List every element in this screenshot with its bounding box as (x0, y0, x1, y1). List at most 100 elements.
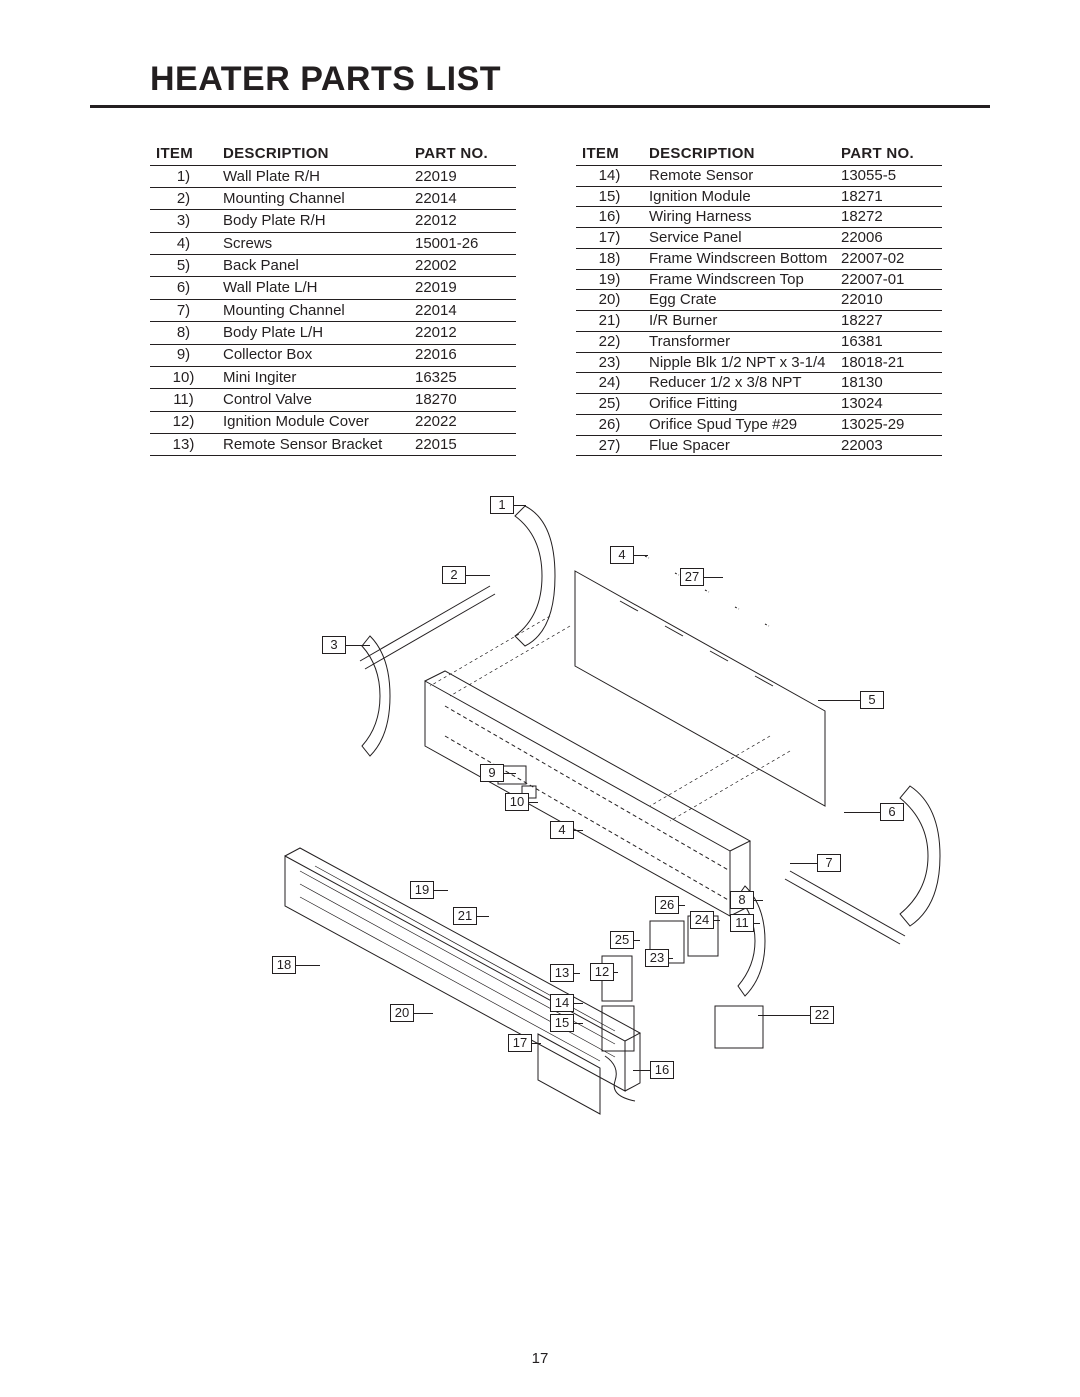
cell-part: 18018-21 (835, 352, 942, 373)
callout-leader (633, 1070, 650, 1071)
cell-desc: Service Panel (643, 228, 835, 249)
callout-25: 25 (610, 931, 634, 949)
cell-part: 13024 (835, 394, 942, 415)
cell-item: 1) (150, 165, 217, 187)
table-row: 16)Wiring Harness18272 (576, 207, 942, 228)
cell-desc: Body Plate L/H (217, 322, 409, 344)
table-row: 17)Service Panel22006 (576, 228, 942, 249)
cell-part: 22022 (409, 411, 516, 433)
cell-desc: Frame Windscreen Top (643, 269, 835, 290)
cell-part: 16325 (409, 366, 516, 388)
cell-part: 22016 (409, 344, 516, 366)
callout-4: 4 (550, 821, 574, 839)
callout-3: 3 (322, 636, 346, 654)
cell-item: 25) (576, 394, 643, 415)
cell-item: 2) (150, 188, 217, 210)
table-row: 11)Control Valve18270 (150, 389, 516, 411)
table-row: 25)Orifice Fitting13024 (576, 394, 942, 415)
title-rule (90, 105, 990, 108)
callout-21: 21 (453, 907, 477, 925)
callout-9: 9 (480, 764, 504, 782)
table-row: 4)Screws15001-26 (150, 232, 516, 254)
cell-desc: Transformer (643, 331, 835, 352)
table-row: 27)Flue Spacer22003 (576, 435, 942, 456)
cell-desc: Orifice Fitting (643, 394, 835, 415)
callout-leader (758, 1015, 810, 1016)
cell-desc: Mounting Channel (217, 299, 409, 321)
cell-item: 16) (576, 207, 643, 228)
callout-16: 16 (650, 1061, 674, 1079)
cell-desc: Mini Ingiter (217, 366, 409, 388)
cell-desc: Ignition Module Cover (217, 411, 409, 433)
callout-14: 14 (550, 994, 574, 1012)
cell-item: 9) (150, 344, 217, 366)
cell-item: 24) (576, 373, 643, 394)
cell-part: 15001-26 (409, 232, 516, 254)
cell-desc: Wall Plate L/H (217, 277, 409, 299)
callout-leader (844, 812, 880, 813)
cell-item: 21) (576, 311, 643, 332)
cell-part: 13025-29 (835, 414, 942, 435)
cell-desc: Reducer 1/2 x 3/8 NPT (643, 373, 835, 394)
cell-desc: Flue Spacer (643, 435, 835, 456)
cell-desc: Body Plate R/H (217, 210, 409, 232)
cell-part: 22014 (409, 299, 516, 321)
cell-part: 18272 (835, 207, 942, 228)
cell-item: 5) (150, 255, 217, 277)
table-row: 14)Remote Sensor13055-5 (576, 165, 942, 186)
col-item: ITEM (150, 144, 217, 165)
callout-20: 20 (390, 1004, 414, 1022)
cell-desc: Screws (217, 232, 409, 254)
table-row: 20)Egg Crate22010 (576, 290, 942, 311)
cell-item: 12) (150, 411, 217, 433)
col-item: ITEM (576, 144, 643, 165)
cell-item: 22) (576, 331, 643, 352)
callout-22: 22 (810, 1006, 834, 1024)
cell-part: 16381 (835, 331, 942, 352)
callout-2: 2 (442, 566, 466, 584)
cell-desc: Collector Box (217, 344, 409, 366)
cell-desc: Mounting Channel (217, 188, 409, 210)
cell-desc: Back Panel (217, 255, 409, 277)
callout-4: 4 (610, 546, 634, 564)
cell-desc: Egg Crate (643, 290, 835, 311)
callout-18: 18 (272, 956, 296, 974)
cell-desc: Control Valve (217, 389, 409, 411)
cell-part: 22003 (835, 435, 942, 456)
cell-desc: Frame Windscreen Bottom (643, 248, 835, 269)
cell-item: 8) (150, 322, 217, 344)
cell-desc: Remote Sensor (643, 165, 835, 186)
col-desc: DESCRIPTION (217, 144, 409, 165)
callout-10: 10 (505, 793, 529, 811)
callout-12: 12 (590, 963, 614, 981)
cell-part: 18271 (835, 186, 942, 207)
cell-desc: Nipple Blk 1/2 NPT x 3-1/4 (643, 352, 835, 373)
cell-part: 22012 (409, 210, 516, 232)
cell-part: 18270 (409, 389, 516, 411)
cell-desc: Ignition Module (643, 186, 835, 207)
cell-item: 15) (576, 186, 643, 207)
table-row: 8)Body Plate L/H22012 (150, 322, 516, 344)
cell-part: 22007-01 (835, 269, 942, 290)
cell-part: 22014 (409, 188, 516, 210)
table-row: 1)Wall Plate R/H22019 (150, 165, 516, 187)
table-row: 26)Orifice Spud Type #2913025-29 (576, 414, 942, 435)
cell-item: 4) (150, 232, 217, 254)
cell-item: 19) (576, 269, 643, 290)
cell-item: 13) (150, 433, 217, 455)
callout-23: 23 (645, 949, 669, 967)
cell-item: 11) (150, 389, 217, 411)
cell-item: 14) (576, 165, 643, 186)
callout-leader (818, 700, 860, 701)
cell-item: 18) (576, 248, 643, 269)
cell-part: 22010 (835, 290, 942, 311)
callout-17: 17 (508, 1034, 532, 1052)
cell-part: 13055-5 (835, 165, 942, 186)
table-row: 13)Remote Sensor Bracket22015 (150, 433, 516, 455)
callout-27: 27 (680, 568, 704, 586)
table-row: 23)Nipple Blk 1/2 NPT x 3-1/418018-21 (576, 352, 942, 373)
table-row: 6)Wall Plate L/H22019 (150, 277, 516, 299)
cell-item: 6) (150, 277, 217, 299)
cell-item: 7) (150, 299, 217, 321)
table-row: 24)Reducer 1/2 x 3/8 NPT18130 (576, 373, 942, 394)
